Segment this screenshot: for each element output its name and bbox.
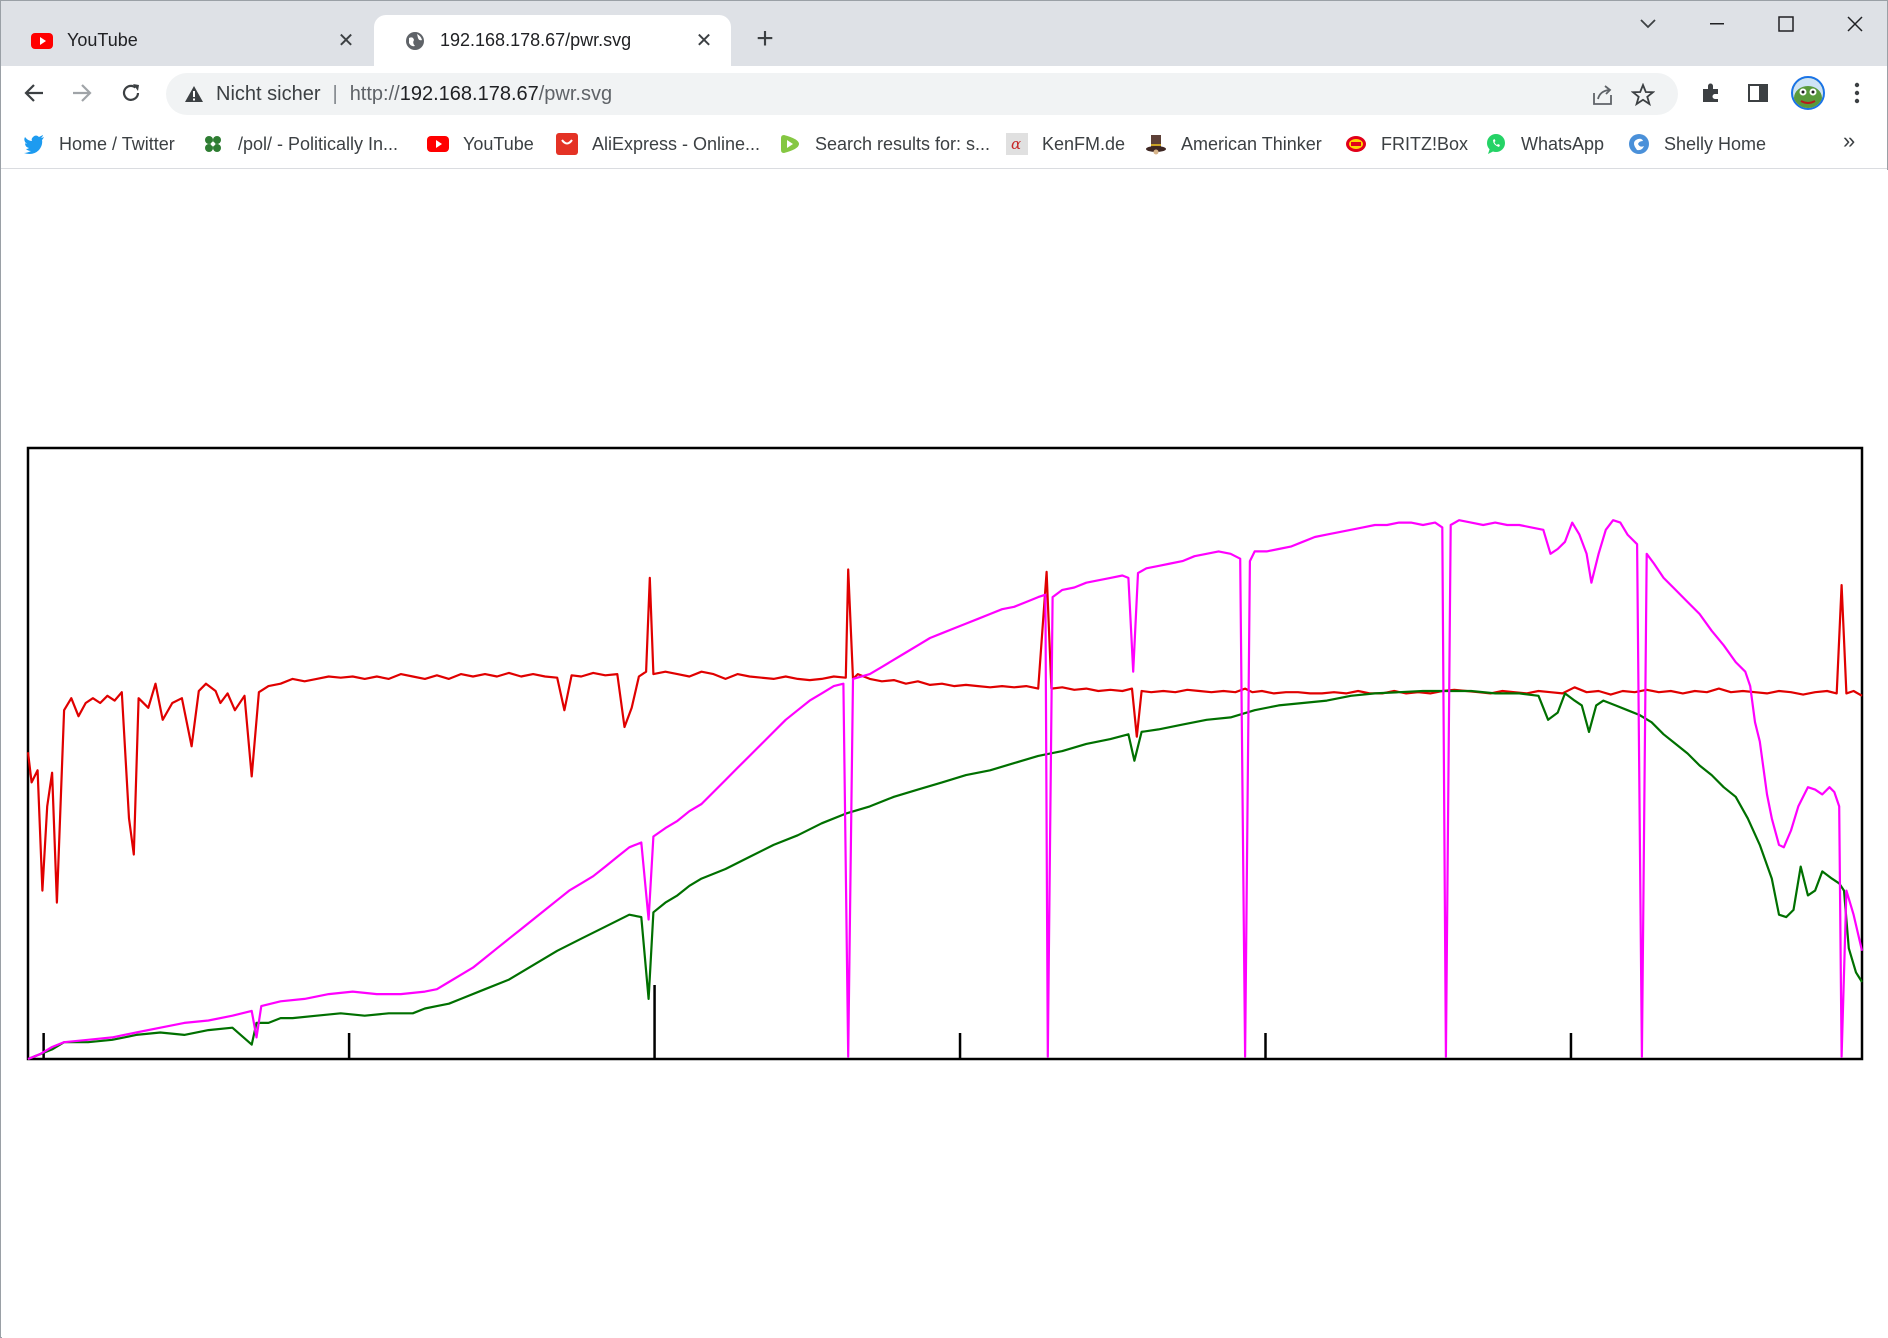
page-content [2, 170, 1888, 1338]
bookmark-label: Search results for: s... [815, 133, 991, 154]
bookmark-american-thinker[interactable]: American Thinker [1145, 129, 1322, 159]
bookmark-label: Home / Twitter [59, 133, 175, 154]
shelly-icon [1628, 133, 1650, 155]
fritzbox-icon [1345, 133, 1367, 155]
plot-frame [26, 446, 1864, 1061]
bookmark-label: AliExpress - Online... [592, 133, 761, 154]
bookmark-label: Shelly Home [1664, 133, 1767, 154]
url-path: /pwr.svg [538, 82, 613, 105]
bookmark-search-results[interactable]: Search results for: s... [779, 129, 990, 159]
bookmark-label: American Thinker [1181, 133, 1322, 154]
warning-icon[interactable] [184, 84, 204, 104]
maximize-icon[interactable] [1763, 9, 1809, 39]
tab-search-icon[interactable] [1625, 9, 1671, 39]
address-bar[interactable]: Nicht sicher | http://192.168.178.67/pwr… [166, 73, 1678, 115]
tab-title: 192.168.178.67/pwr.svg [440, 30, 632, 50]
bookmark-youtube[interactable]: YouTube [427, 129, 534, 159]
series-lines [26, 519, 1864, 1061]
omnibox-separator: | [332, 82, 338, 105]
bookmark-fritzbox[interactable]: FRITZ!Box [1345, 129, 1468, 159]
back-icon[interactable] [19, 78, 49, 108]
bookmark-twitter[interactable]: Home / Twitter [23, 129, 175, 159]
bookmark-label: KenFM.de [1042, 133, 1126, 154]
youtube-icon [31, 30, 53, 52]
close-tab-icon[interactable]: ✕ [337, 30, 355, 52]
clover-icon [202, 133, 224, 155]
share-icon[interactable] [1591, 83, 1615, 107]
kenfm-icon: α [1006, 133, 1028, 155]
tab-youtube[interactable]: YouTube ✕ [1, 15, 373, 66]
tab-title: YouTube [67, 30, 138, 50]
aliexpress-icon [556, 133, 578, 155]
profile-avatar[interactable] [1791, 76, 1825, 110]
more-bookmarks-icon[interactable]: » [1843, 128, 1856, 153]
bookmark-shelly-home[interactable]: Shelly Home [1628, 129, 1766, 159]
forward-icon[interactable] [67, 78, 97, 108]
series-line-0 [26, 568, 1863, 904]
bookmarks-bar: Home / Twitter /pol/ - Politically In...… [1, 120, 1887, 169]
bookmark-pol[interactable]: /pol/ - Politically In... [202, 129, 398, 159]
reload-icon[interactable] [116, 78, 146, 108]
security-label[interactable]: Nicht sicher [216, 82, 321, 105]
bookmark-kenfm[interactable]: α KenFM.de [1006, 129, 1125, 159]
bookmark-star-icon[interactable] [1630, 82, 1656, 107]
bookmark-whatsapp[interactable]: WhatsApp [1485, 129, 1604, 159]
youtube-icon [427, 133, 449, 155]
toolbar: Nicht sicher | http://192.168.178.67/pwr… [1, 66, 1887, 120]
close-tab-icon[interactable]: ✕ [695, 30, 713, 52]
side-panel-icon[interactable] [1745, 80, 1771, 106]
svg-text:α: α [1011, 135, 1021, 153]
url-scheme: http:// [349, 82, 400, 105]
power-chart [26, 446, 1864, 1061]
bookmark-aliexpress[interactable]: AliExpress - Online... [556, 129, 760, 159]
twitter-icon [23, 133, 45, 155]
globe-icon [404, 30, 426, 52]
bookmark-label: YouTube [463, 133, 534, 154]
top-hat-icon [1145, 133, 1167, 155]
bookmark-label: WhatsApp [1521, 133, 1605, 154]
bookmark-label: FRITZ!Box [1381, 133, 1469, 154]
tab-strip: YouTube ✕ 192.168.178.67/pwr.svg ✕ + [1, 1, 1887, 66]
x-axis-ticks [42, 985, 1573, 1059]
extensions-icon[interactable] [1698, 80, 1724, 106]
rumble-icon [779, 133, 801, 155]
tab-pwr-svg[interactable]: 192.168.178.67/pwr.svg ✕ [374, 15, 731, 66]
series-line-2 [27, 519, 1864, 1061]
series-line-1 [27, 689, 1863, 1061]
whatsapp-icon [1485, 133, 1507, 155]
bookmark-label: /pol/ - Politically In... [238, 133, 399, 154]
close-window-icon[interactable] [1832, 9, 1878, 39]
new-tab-icon[interactable]: + [756, 22, 774, 55]
url-host: 192.168.178.67 [399, 82, 539, 105]
minimize-icon[interactable] [1694, 9, 1740, 39]
menu-icon[interactable] [1844, 80, 1870, 106]
